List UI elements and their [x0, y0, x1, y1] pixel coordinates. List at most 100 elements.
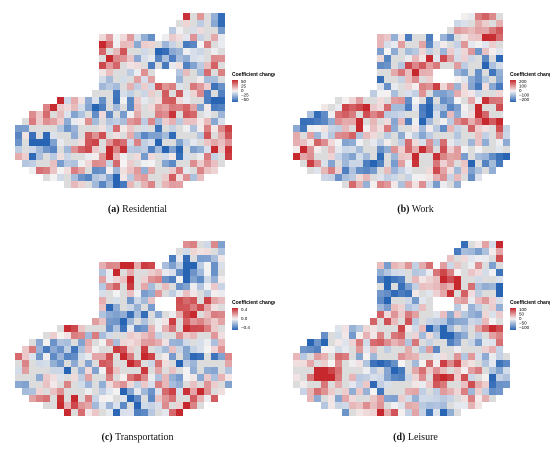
- cell: [169, 90, 176, 97]
- cell: [78, 374, 85, 381]
- cell: [29, 346, 36, 353]
- cell: [197, 269, 204, 276]
- cell: [113, 339, 120, 346]
- cell: [398, 55, 405, 62]
- cell: [489, 111, 496, 118]
- cell: [496, 353, 503, 360]
- cell: [176, 174, 183, 181]
- cell: [71, 118, 78, 125]
- cell: [204, 339, 211, 346]
- cell: [384, 181, 391, 188]
- cell: [300, 374, 307, 381]
- cell: [461, 48, 468, 55]
- cell: [190, 381, 197, 388]
- cell: [71, 409, 78, 416]
- cell: [384, 125, 391, 132]
- cell: [454, 353, 461, 360]
- cell: [120, 69, 127, 76]
- cell: [85, 160, 92, 167]
- cell: [78, 346, 85, 353]
- cell: [71, 381, 78, 388]
- cell: [148, 304, 155, 311]
- cell: [141, 104, 148, 111]
- cell: [120, 395, 127, 402]
- cell: [211, 346, 218, 353]
- cell: [99, 69, 106, 76]
- cell: [447, 160, 454, 167]
- cell: [92, 104, 99, 111]
- cell: [204, 325, 211, 332]
- cell: [398, 104, 405, 111]
- cell: [384, 325, 391, 332]
- cell: [342, 111, 349, 118]
- cell: [398, 111, 405, 118]
- cell: [314, 381, 321, 388]
- cell: [412, 90, 419, 97]
- cell: [475, 41, 482, 48]
- cell: [218, 97, 225, 104]
- cell: [412, 125, 419, 132]
- cell: [314, 360, 321, 367]
- cell: [57, 402, 64, 409]
- cell: [454, 388, 461, 395]
- cell: [489, 241, 496, 248]
- cell: [92, 381, 99, 388]
- cell: [363, 125, 370, 132]
- cell: [440, 55, 447, 62]
- cell: [78, 395, 85, 402]
- cell: [141, 374, 148, 381]
- legend-tick-label: −0.4: [241, 325, 250, 330]
- cell: [127, 332, 134, 339]
- cell: [447, 290, 454, 297]
- cell: [314, 111, 321, 118]
- cell: [85, 367, 92, 374]
- cell: [197, 125, 204, 132]
- cell: [57, 346, 64, 353]
- cell: [29, 360, 36, 367]
- cell: [496, 262, 503, 269]
- cell: [496, 318, 503, 325]
- cell: [148, 181, 155, 188]
- cell: [127, 153, 134, 160]
- cell: [64, 174, 71, 181]
- cell: [134, 146, 141, 153]
- cell: [225, 139, 232, 146]
- cell: [22, 346, 29, 353]
- cell: [169, 325, 176, 332]
- cell: [155, 104, 162, 111]
- cell: [419, 381, 426, 388]
- cell: [190, 269, 197, 276]
- cell: [50, 339, 57, 346]
- cell: [218, 153, 225, 160]
- cell: [78, 367, 85, 374]
- cell: [475, 297, 482, 304]
- cell: [461, 332, 468, 339]
- cell: [162, 283, 169, 290]
- cell: [447, 409, 454, 416]
- cell: [412, 290, 419, 297]
- cell: [335, 346, 342, 353]
- cell: [475, 132, 482, 139]
- cell: [398, 353, 405, 360]
- cell: [155, 360, 162, 367]
- cell: [398, 153, 405, 160]
- cell: [475, 346, 482, 353]
- cell: [183, 27, 190, 34]
- cell: [419, 318, 426, 325]
- cell: [475, 290, 482, 297]
- cell: [321, 132, 328, 139]
- cell: [106, 104, 113, 111]
- cell: [43, 104, 50, 111]
- cell: [162, 83, 169, 90]
- cell: [419, 360, 426, 367]
- cell: [183, 304, 190, 311]
- cell: [370, 332, 377, 339]
- cell: [384, 297, 391, 304]
- cell: [391, 388, 398, 395]
- cell: [398, 174, 405, 181]
- cell: [454, 139, 461, 146]
- legend-tick-label: 0: [519, 316, 522, 321]
- cell: [384, 69, 391, 76]
- cell: [419, 353, 426, 360]
- cell: [162, 402, 169, 409]
